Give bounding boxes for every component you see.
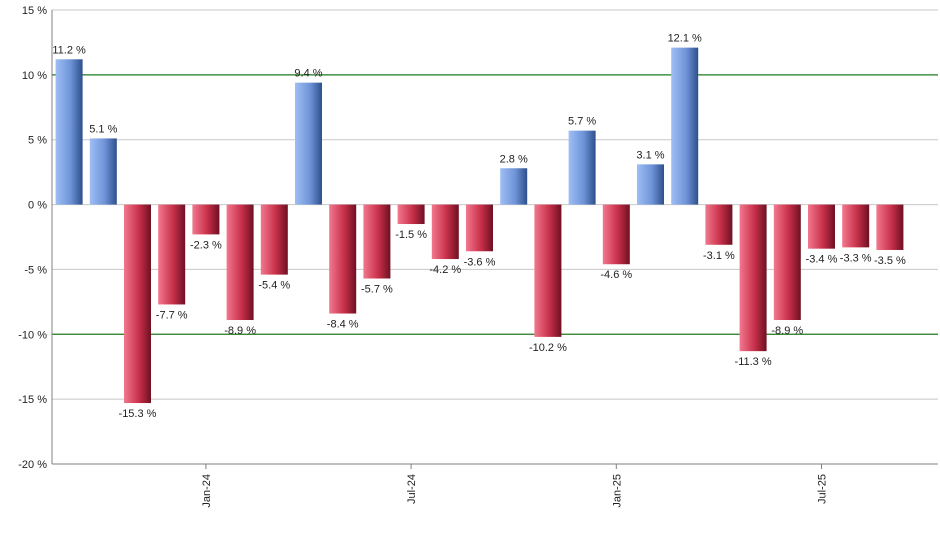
y-tick-label: -15 % xyxy=(18,394,47,406)
bar xyxy=(739,204,767,352)
y-tick-label: 15 % xyxy=(22,5,47,17)
data-label: -2.3 % xyxy=(190,239,222,251)
data-label: 9.4 % xyxy=(294,68,322,80)
data-label: -3.5 % xyxy=(874,255,906,267)
x-tick-label: Jul-25 xyxy=(817,474,829,504)
bar xyxy=(158,204,186,305)
data-label: -8.9 % xyxy=(224,325,256,337)
bar xyxy=(534,204,562,337)
data-label: -15.3 % xyxy=(119,408,157,420)
bar xyxy=(876,204,904,250)
y-tick-label: 5 % xyxy=(28,135,47,147)
bar xyxy=(124,204,151,404)
data-label: -4.6 % xyxy=(600,269,632,281)
data-label: -3.1 % xyxy=(703,250,735,262)
bar xyxy=(55,59,83,205)
data-label: -11.3 % xyxy=(735,356,772,368)
bar xyxy=(602,204,630,265)
data-label: -5.7 % xyxy=(361,284,393,296)
data-label: -3.6 % xyxy=(464,256,496,268)
y-tick-label: 10 % xyxy=(22,70,47,82)
axes: 15 % 10 % 5 % 0 % -5 % -10 % -15 % -20 % Jan-24 J… xyxy=(18,5,938,508)
data-label: -8.4 % xyxy=(327,319,359,331)
bar xyxy=(89,138,117,205)
data-label: -1.5 % xyxy=(395,229,427,241)
bar xyxy=(568,130,596,205)
bar xyxy=(500,168,528,205)
bar xyxy=(773,204,801,321)
data-label: -3.4 % xyxy=(806,254,838,266)
y-tick-label: -5 % xyxy=(24,264,47,276)
data-label: -8.9 % xyxy=(771,325,803,337)
data-label: 3.1 % xyxy=(636,149,664,161)
bar xyxy=(431,204,459,260)
bar xyxy=(295,82,322,205)
bar xyxy=(329,204,357,314)
bars xyxy=(55,47,904,404)
bar xyxy=(808,204,835,249)
data-labels: 11.2 % 5.1 % -15.3 % -7.7 % -2.3 % -8.9 % -5.4… xyxy=(52,33,906,420)
bar xyxy=(705,204,733,245)
data-label: -3.3 % xyxy=(840,252,872,264)
bar xyxy=(260,204,288,275)
x-tick-label: Jul-24 xyxy=(406,474,418,504)
data-label: -5.4 % xyxy=(258,280,290,292)
y-tick-label: -10 % xyxy=(18,329,47,341)
x-tick-label: Jan-25 xyxy=(611,474,623,508)
data-label: -10.2 % xyxy=(529,342,567,354)
data-label: -7.7 % xyxy=(156,309,188,321)
bar xyxy=(671,47,699,205)
data-label: 2.8 % xyxy=(500,153,528,165)
data-label: 11.2 % xyxy=(52,44,86,56)
data-label: 12.1 % xyxy=(668,33,702,45)
data-label: 5.1 % xyxy=(89,123,117,135)
bar xyxy=(842,204,870,248)
bar xyxy=(397,204,425,225)
bar xyxy=(363,204,391,279)
bar xyxy=(192,204,220,235)
x-tick-label: Jan-24 xyxy=(201,474,213,508)
data-label: 5.7 % xyxy=(568,116,596,128)
bar xyxy=(226,204,254,321)
y-tick-label: 0 % xyxy=(28,200,47,212)
y-tick-label: -20 % xyxy=(18,459,47,471)
bar xyxy=(637,164,664,205)
data-label: -4.2 % xyxy=(429,264,461,276)
bar xyxy=(466,204,493,252)
